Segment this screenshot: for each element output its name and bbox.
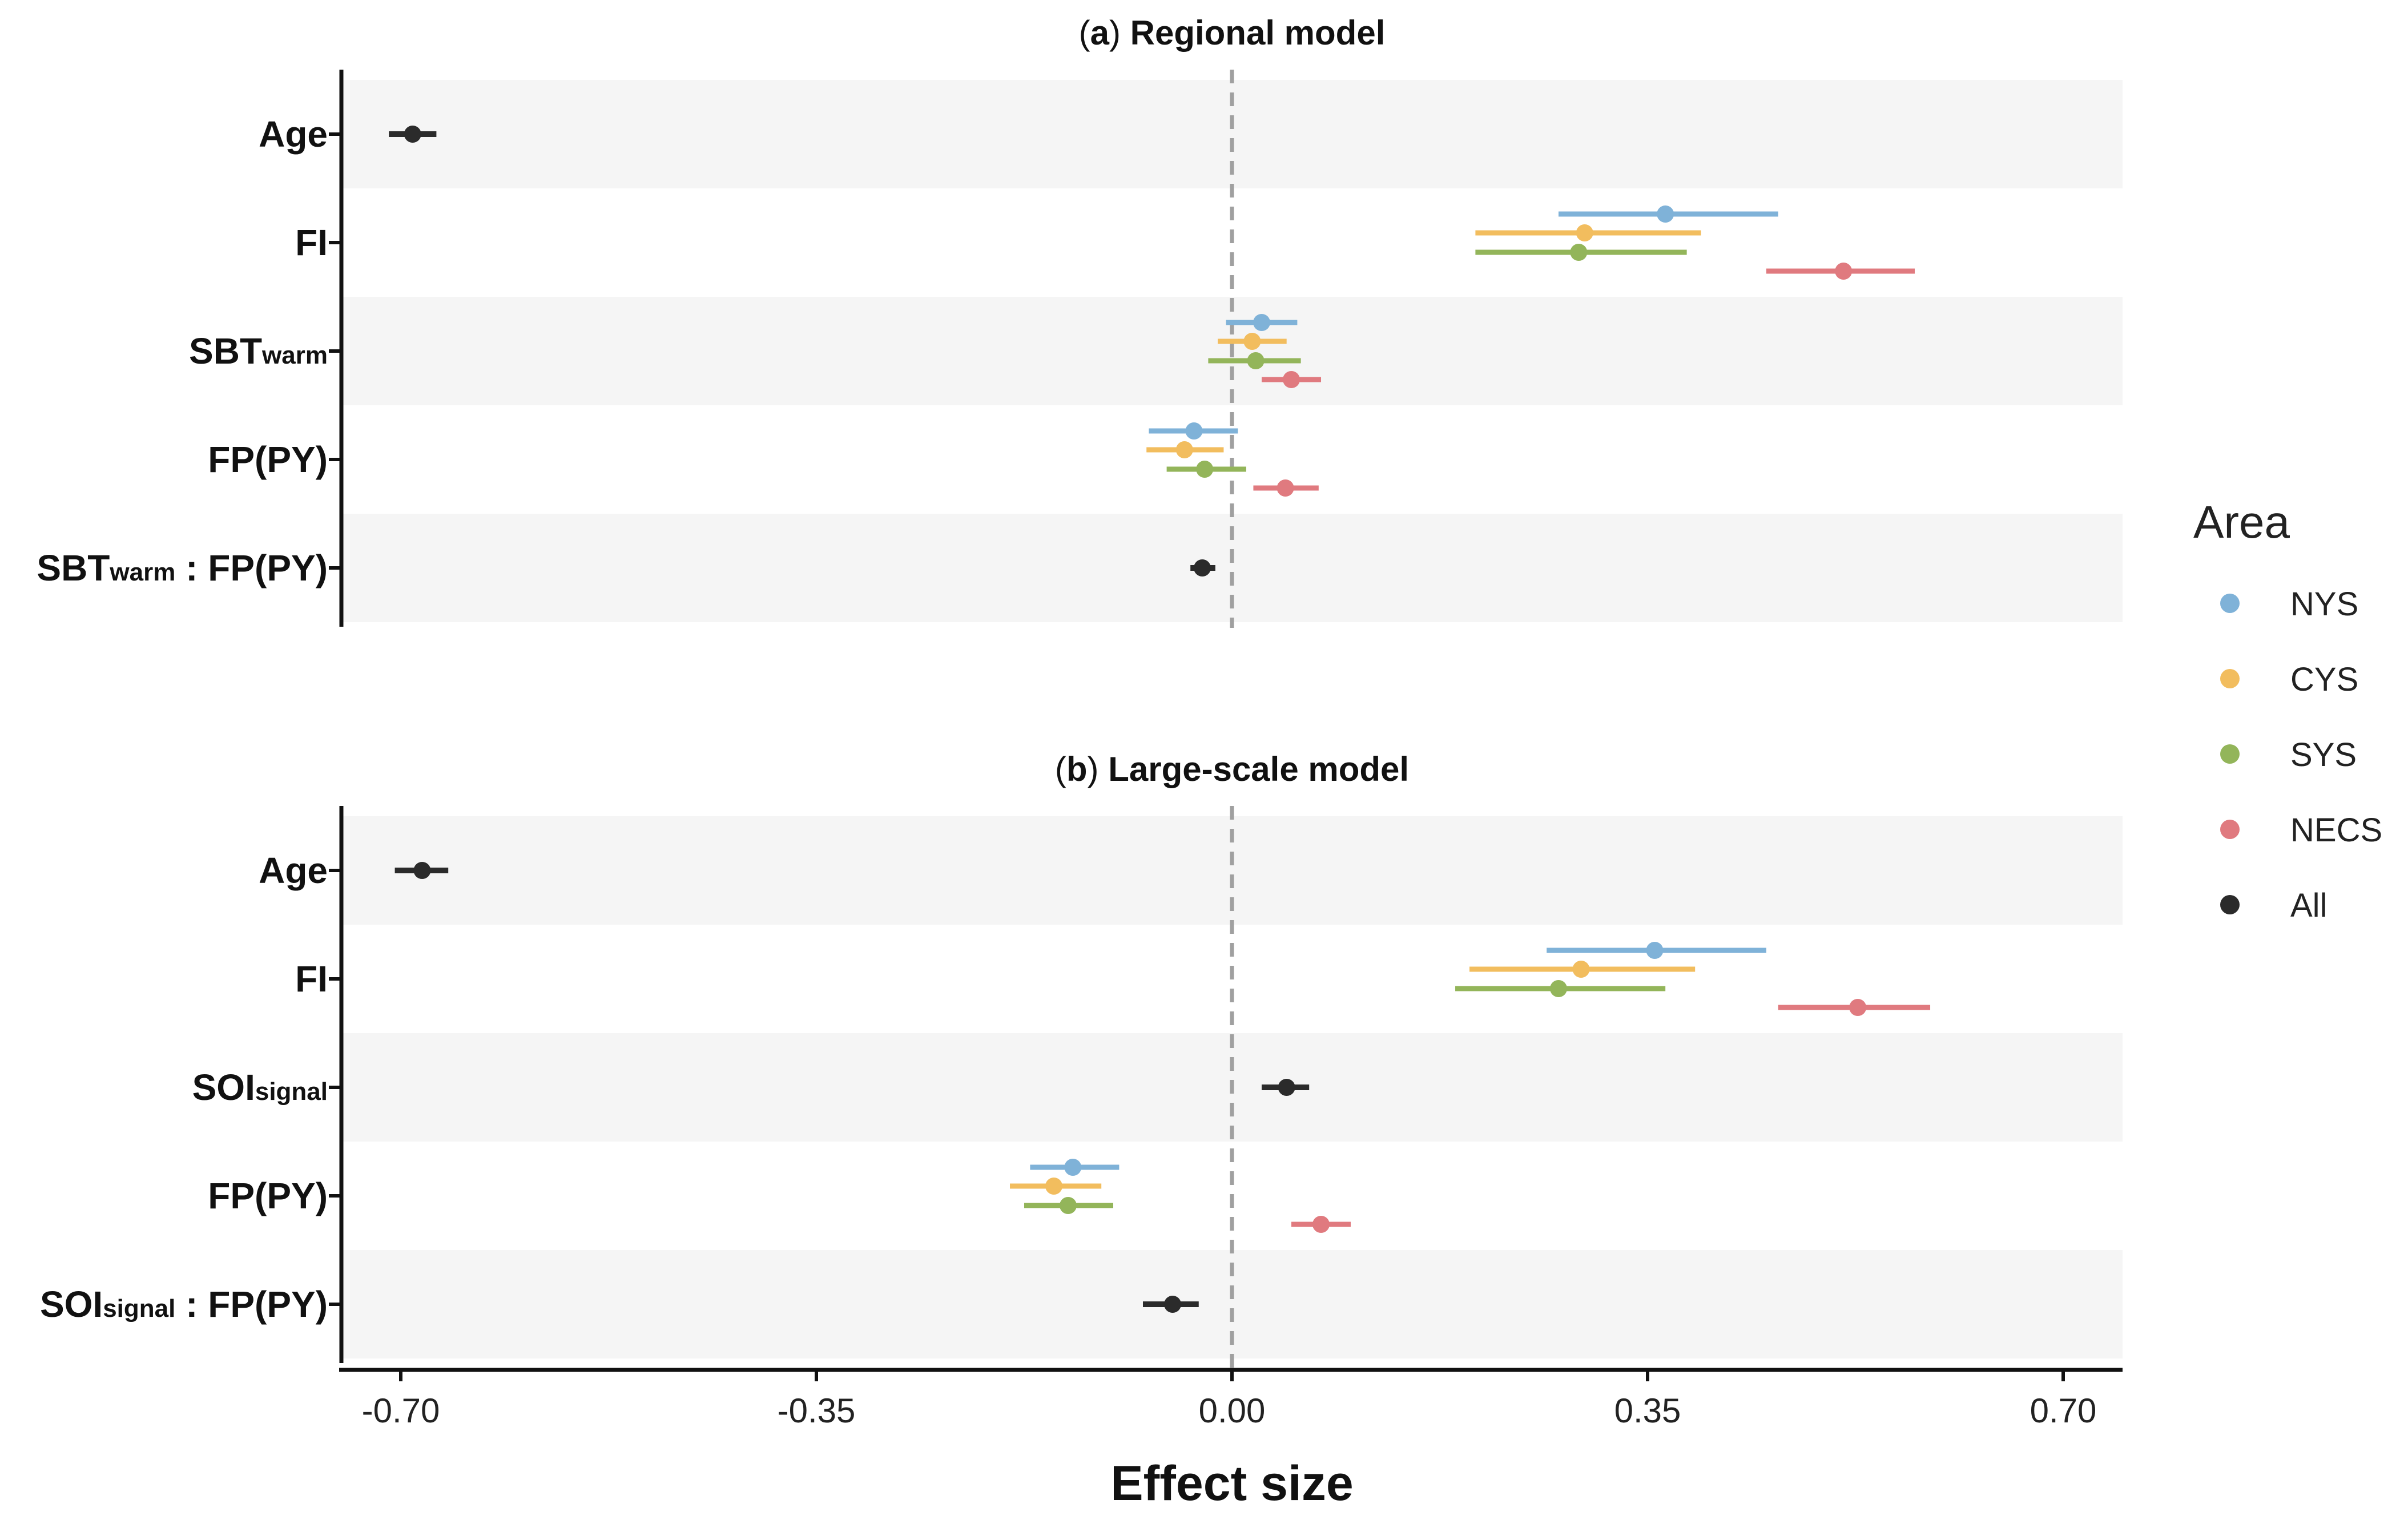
y-tick-label-age: Age (259, 850, 328, 891)
y-tick-label-sbt-warm: SBTwarm (189, 330, 328, 372)
estimate-nys-fp-py (1030, 1159, 1120, 1176)
estimate-all-age (394, 862, 449, 879)
point-estimate (1312, 1216, 1330, 1233)
point-estimate (1196, 461, 1214, 478)
legend-label: CYS (2290, 661, 2358, 698)
y-tick-label-fi: FI (295, 222, 328, 263)
point-estimate (1064, 1159, 1082, 1176)
estimate-cys-fi (1469, 961, 1696, 978)
x-tick-label: 0.00 (1199, 1392, 1266, 1430)
point-estimate (1253, 314, 1270, 331)
panel-title: (a) Regional model (1079, 14, 1386, 52)
estimate-necs-fp-py (1291, 1216, 1351, 1233)
x-axis: -0.70 -0.35 0.00 0.35 0.70 Effect size (339, 1368, 2123, 1511)
point-estimate (1572, 961, 1590, 978)
point-estimate (1175, 441, 1193, 458)
point-estimate (1835, 263, 1853, 280)
estimate-sys-fp-py (1024, 1197, 1113, 1214)
point-estimate (1570, 244, 1588, 261)
estimate-nys-fp-py (1149, 422, 1238, 440)
estimate-cys-sbt (1218, 333, 1287, 350)
x-tick-label: -0.70 (362, 1392, 440, 1430)
point-estimate (1550, 980, 1567, 997)
x-tick-label: -0.35 (778, 1392, 856, 1430)
estimate-necs-fi (1778, 999, 1931, 1016)
x-tick-label: 0.70 (2030, 1392, 2097, 1430)
legend-swatch (2220, 820, 2240, 839)
panel-b: (b) Large-scale model Age FI SOIsignal FP(PY… (40, 750, 2123, 1369)
estimate-cys-fp-py (1146, 441, 1224, 458)
estimate-nys-fi (1547, 942, 1766, 959)
point-estimate (1646, 942, 1664, 959)
y-tick-label-fp-py: FP(PY) (208, 439, 328, 480)
legend-swatch (2220, 895, 2240, 914)
point-estimate (413, 862, 431, 879)
point-estimate (1278, 1079, 1295, 1096)
estimate-nys-fi (1559, 205, 1778, 223)
point-estimate (1059, 1197, 1077, 1214)
estimate-sys-fi (1455, 980, 1666, 997)
estimate-sys-fi (1475, 244, 1687, 261)
point-estimate (1045, 1178, 1062, 1195)
legend-swatch (2220, 669, 2240, 688)
legend-swatch (2220, 594, 2240, 613)
estimate-sys-sbt (1208, 352, 1301, 369)
y-tick-label-sbt-warm-fp-py: SBTwarm : FP(PY) (37, 547, 328, 588)
legend-label: All (2290, 887, 2327, 924)
panel-a: (a) Regional model Age FI SBTwarm FP(PY) SBTw… (37, 14, 2123, 628)
point-estimate (1576, 224, 1593, 241)
point-estimate (1277, 479, 1294, 497)
panel-title: (b) Large-scale model (1055, 750, 1409, 788)
point-estimate (1283, 371, 1300, 388)
point-estimate (1164, 1296, 1181, 1313)
estimate-cys-fi (1475, 224, 1701, 241)
estimate-all-sbt-interaction (1190, 559, 1215, 576)
legend-label: NYS (2290, 586, 2358, 623)
estimate-all-age (389, 126, 437, 143)
estimate-necs-sbt (1262, 371, 1321, 388)
legend-label: SYS (2290, 736, 2357, 773)
y-tick-label-soi-signal: SOIsignal (192, 1067, 328, 1108)
legend-item-cys: CYS (2220, 661, 2358, 698)
legend-item-nys: NYS (2220, 586, 2358, 623)
point-estimate (1657, 205, 1674, 223)
x-tick-label: 0.35 (1614, 1392, 1681, 1430)
estimate-all-soi (1262, 1079, 1310, 1096)
point-estimate (404, 126, 421, 143)
estimate-all-soi-interaction (1143, 1296, 1199, 1313)
y-tick-label-fp-py: FP(PY) (208, 1175, 328, 1216)
x-axis-label: Effect size (1110, 1456, 1353, 1511)
y-tick-label-age: Age (259, 114, 328, 155)
estimate-necs-fp-py (1253, 479, 1319, 497)
legend-swatch (2220, 744, 2240, 764)
y-tick-label-soi-signal-fp-py: SOIsignal : FP(PY) (40, 1284, 328, 1325)
legend: Area NYS CYS SYS NECS All (2193, 497, 2382, 924)
legend-item-all: All (2220, 887, 2327, 924)
point-estimate (1247, 352, 1265, 369)
estimate-cys-fp-py (1010, 1178, 1102, 1195)
legend-item-necs: NECS (2220, 812, 2382, 849)
point-estimate (1185, 422, 1203, 440)
point-estimate (1243, 333, 1261, 350)
point-estimate (1194, 559, 1211, 576)
legend-title: Area (2193, 497, 2290, 547)
estimate-nys-sbt (1226, 314, 1298, 331)
y-tick-label-fi: FI (295, 958, 328, 999)
estimate-necs-fi (1766, 263, 1915, 280)
legend-label: NECS (2290, 812, 2382, 849)
point-estimate (1849, 999, 1867, 1016)
estimate-sys-fp-py (1166, 461, 1246, 478)
legend-item-sys: SYS (2220, 736, 2357, 773)
